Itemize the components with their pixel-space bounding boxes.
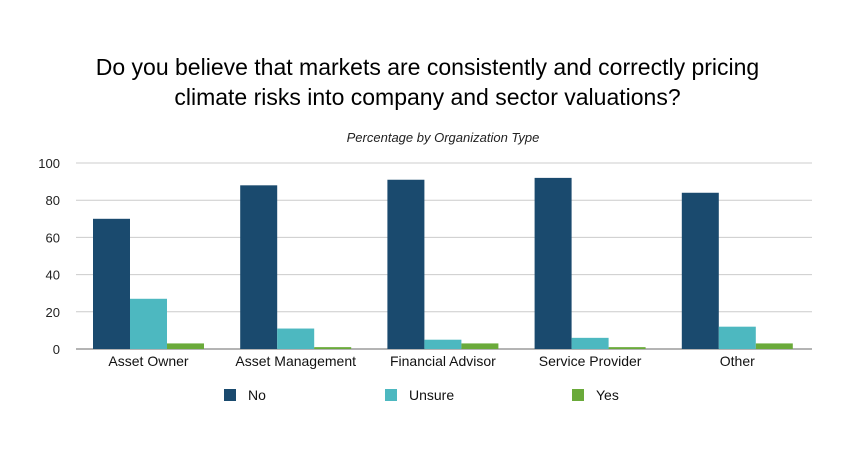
y-tick-label: 80 <box>46 193 60 208</box>
bar-no-asset-management <box>240 185 278 349</box>
legend-swatch-no <box>224 389 236 401</box>
chart-subtitle: Percentage by Organization Type <box>347 130 540 145</box>
bar-yes-financial-advisor <box>461 343 499 349</box>
x-category-label: Financial Advisor <box>390 353 496 369</box>
x-category-label: Asset Owner <box>108 353 188 369</box>
bar-unsure-other <box>718 326 756 349</box>
y-tick-label: 60 <box>46 230 60 245</box>
bar-no-asset-owner <box>93 218 130 349</box>
bar-no-service-provider <box>534 177 572 349</box>
x-category-label: Service Provider <box>539 353 642 369</box>
legend-swatch-unsure <box>385 389 397 401</box>
x-axis-labels: Asset Owner Asset Management Financial Adv… <box>108 353 755 369</box>
legend: No Unsure Yes <box>224 387 619 403</box>
bar-yes-other <box>755 343 793 349</box>
x-category-label: Asset Management <box>235 353 356 369</box>
bar-unsure-asset-owner <box>130 298 167 349</box>
y-tick-label: 40 <box>46 268 60 283</box>
bar-unsure-financial-advisor <box>424 339 462 349</box>
chart-title-line-1: Do you believe that markets are consiste… <box>95 54 760 80</box>
bar-no-other <box>681 192 719 349</box>
y-tick-label: 0 <box>53 342 60 357</box>
legend-label-no: No <box>248 387 266 403</box>
y-axis-ticks: 0 20 40 60 80 100 <box>38 156 60 357</box>
x-category-label: Other <box>720 353 755 369</box>
legend-label-yes: Yes <box>596 387 619 403</box>
chart-title: Do you believe that markets are consiste… <box>0 52 855 112</box>
bar-yes-asset-owner <box>167 343 204 349</box>
legend-swatch-yes <box>572 389 584 401</box>
chart-title-line-2: climate risks into company and sector va… <box>174 84 681 110</box>
bar-yes-asset-management <box>314 347 352 349</box>
bar-unsure-service-provider <box>571 337 609 349</box>
bar-no-financial-advisor <box>387 179 425 349</box>
bar-yes-service-provider <box>608 347 646 349</box>
bar-unsure-asset-management <box>277 328 315 349</box>
bars <box>93 177 793 349</box>
y-tick-label: 20 <box>46 305 60 320</box>
y-tick-label: 100 <box>38 156 60 171</box>
legend-label-unsure: Unsure <box>409 387 454 403</box>
